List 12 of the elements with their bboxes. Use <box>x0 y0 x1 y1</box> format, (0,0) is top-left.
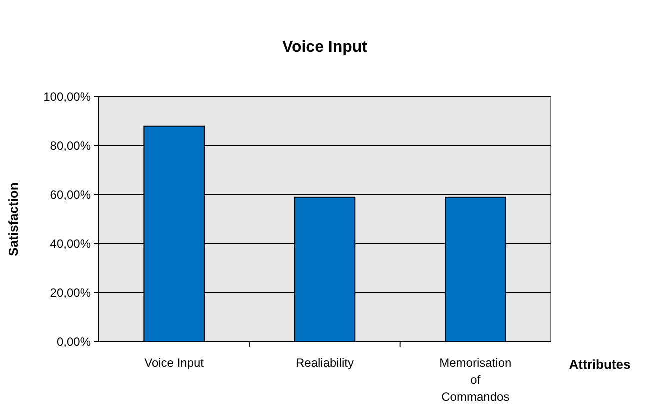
y-axis-title: Satisfaction <box>6 182 21 256</box>
y-tick-label: 80,00% <box>50 139 92 154</box>
chart-title: Voice Input <box>282 39 368 56</box>
y-tick-label: 0,00% <box>56 335 92 350</box>
y-tick-label: 40,00% <box>50 237 92 252</box>
y-tick-label: 20,00% <box>50 286 92 300</box>
y-tick-label: 60,00% <box>50 188 92 202</box>
x-tick-label: Realiability <box>296 356 354 370</box>
x-tick-label: Memorisation of Commandos <box>440 356 512 404</box>
x-axis-title: Attributes <box>569 357 631 372</box>
x-tick-label: Voice Input <box>144 356 205 370</box>
y-tick-label: 100,00% <box>44 90 92 104</box>
